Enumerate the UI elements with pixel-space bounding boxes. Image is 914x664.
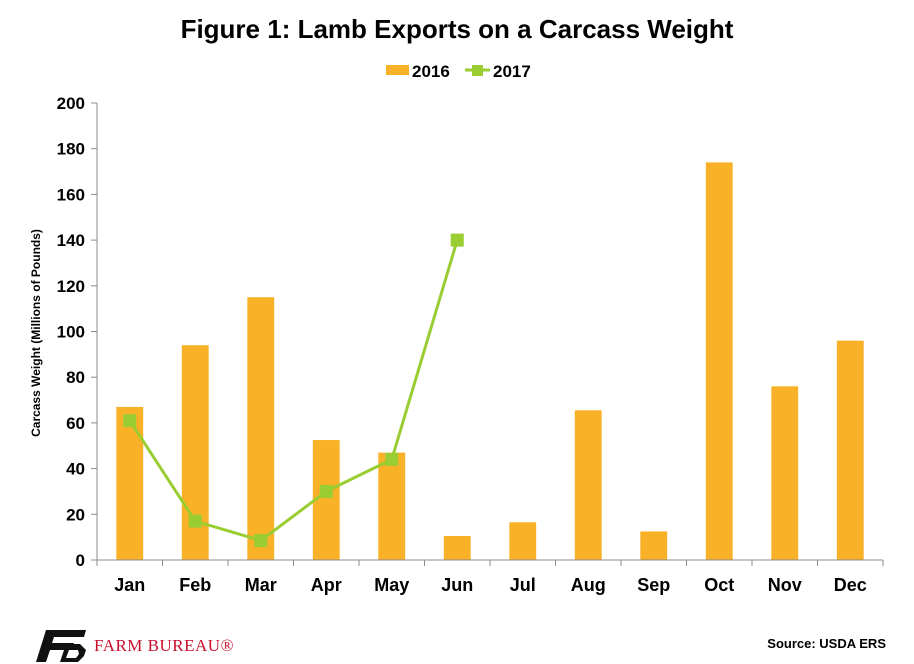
bar-2016-may: [378, 452, 406, 560]
marker-2017-apr: [319, 484, 333, 498]
x-tick-label: Nov: [768, 575, 802, 595]
y-axis-label: Carcass Weight (Millions of Pounds): [29, 229, 43, 437]
bars-2016: [116, 162, 864, 560]
y-tick-label: 200: [57, 94, 85, 113]
bar-2016-jan: [116, 406, 144, 560]
legend-swatch-2016: [386, 65, 409, 75]
bar-2016-nov: [771, 386, 799, 560]
y-tick-label: 20: [66, 505, 85, 524]
marker-2017-jan: [123, 414, 137, 428]
marker-2017-jun: [450, 233, 464, 247]
axes: [91, 103, 883, 561]
legend-marker-2017: [472, 65, 483, 76]
source-note: Source: USDA ERS: [767, 636, 886, 651]
x-tick-label: May: [374, 575, 409, 595]
y-axis-ticks: 0 20 40 60 80 100 120 140 160 180 200: [57, 94, 97, 570]
legend-label-2017: 2017: [493, 62, 531, 81]
x-tick-label: Feb: [179, 575, 211, 595]
marker-2017-feb: [188, 514, 202, 528]
legend: 2016 2017: [386, 62, 531, 81]
marker-2017-may: [385, 452, 399, 466]
bar-2016-aug: [574, 410, 602, 560]
y-tick-label: 140: [57, 231, 85, 250]
x-tick-label: Oct: [704, 575, 734, 595]
y-tick-label: 60: [66, 414, 85, 433]
bar-2016-dec: [836, 340, 864, 560]
bar-2016-jul: [509, 522, 537, 560]
y-tick-label: 120: [57, 277, 85, 296]
farm-bureau-logo: FARM BUREAU®: [30, 630, 234, 662]
bar-2016-feb: [181, 345, 209, 560]
x-tick-label: Sep: [637, 575, 670, 595]
series-2017: [123, 233, 464, 548]
farm-bureau-fb-logo-icon: [36, 630, 86, 662]
x-tick-label: Mar: [245, 575, 277, 595]
bar-2016-mar: [247, 297, 275, 560]
y-tick-label: 180: [57, 140, 85, 159]
y-tick-label: 80: [66, 368, 85, 387]
y-tick-label: 40: [66, 460, 85, 479]
line-2017: [128, 239, 459, 543]
chart-title: Figure 1: Lamb Exports on a Carcass Weig…: [181, 14, 734, 44]
bar-2016-jun: [443, 536, 471, 560]
x-tick-label: Dec: [834, 575, 867, 595]
bar-2016-sep: [640, 531, 668, 560]
marker-2017-mar: [254, 534, 268, 548]
legend-label-2016: 2016: [412, 62, 450, 81]
x-tick-label: Aug: [571, 575, 606, 595]
x-tick-label: Jan: [114, 575, 145, 595]
brand-name: FARM BUREAU®: [94, 636, 234, 655]
y-tick-label: 0: [76, 551, 85, 570]
x-tick-label: Jul: [510, 575, 536, 595]
bar-2016-oct: [705, 162, 733, 560]
x-axis-ticks: Jan Feb Mar Apr May Jun Jul Aug Sep Oct Nov Dec: [96, 560, 884, 595]
chart: Figure 1: Lamb Exports on a Carcass Weig…: [29, 14, 884, 595]
x-tick-label: Jun: [441, 575, 473, 595]
x-tick-label: Apr: [311, 575, 342, 595]
y-tick-label: 160: [57, 185, 85, 204]
y-tick-label: 100: [57, 323, 85, 342]
